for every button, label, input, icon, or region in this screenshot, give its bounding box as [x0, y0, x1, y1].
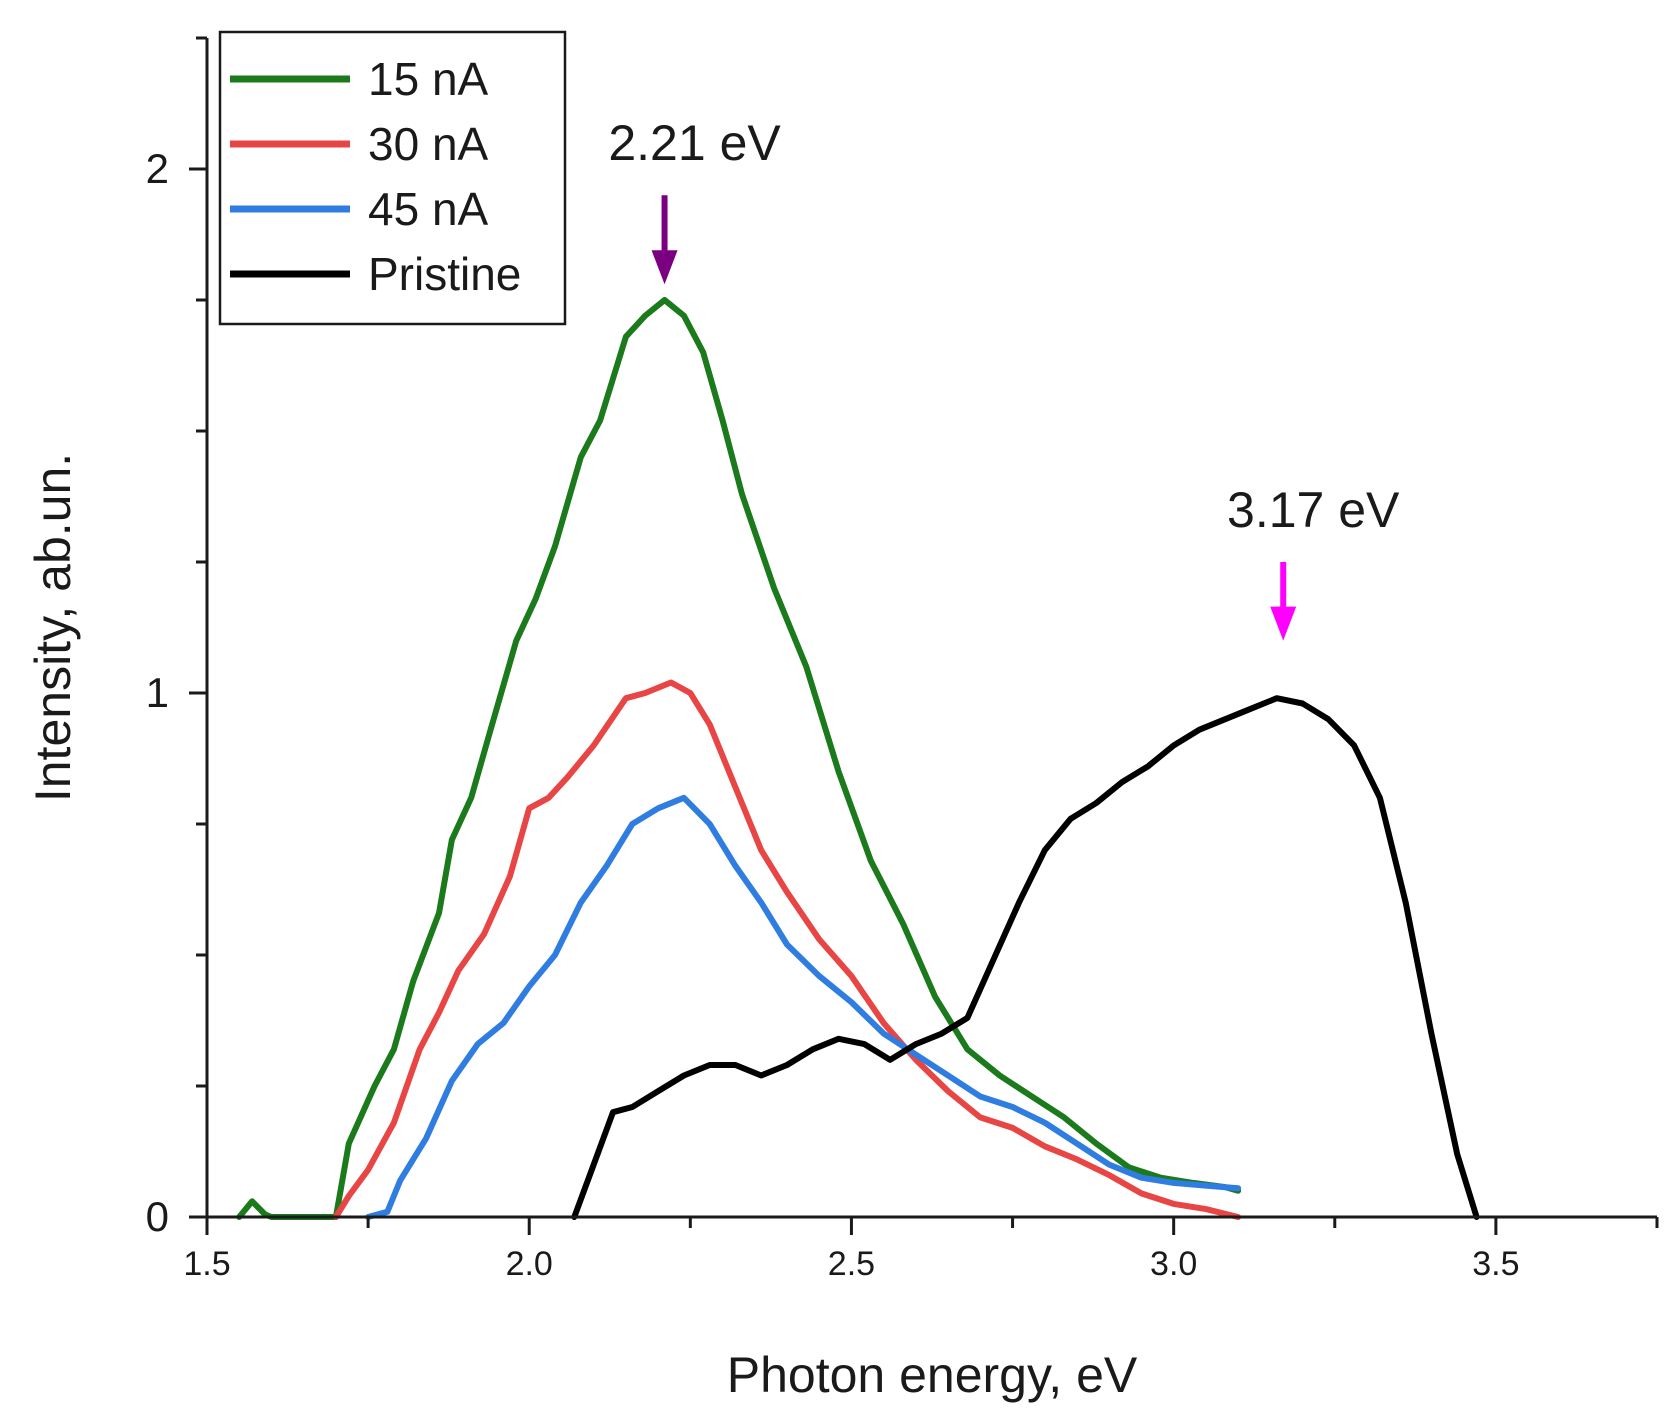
y-tick-label: 0	[146, 1193, 169, 1240]
y-tick-label: 2	[146, 145, 169, 192]
legend: 15 nA 30 nA 45 nA Pristine	[218, 30, 567, 326]
legend-label: Pristine	[368, 248, 521, 300]
x-tick-label: 2.5	[828, 1245, 875, 1283]
x-tick-label: 2.0	[506, 1245, 553, 1283]
legend-label: 15 nA	[368, 53, 489, 105]
x-tick-label: 3.5	[1472, 1245, 1519, 1283]
peak-label: 3.17 eV	[1227, 482, 1400, 538]
y-axis-title: Intensity, ab.un.	[25, 453, 81, 802]
peak-arrowhead	[651, 250, 678, 285]
axes: 1.5 2.0 2.5 3.0 3.5 0 1 2 Photon energy, eV Inten…	[25, 36, 1659, 1403]
series-line-15-na	[236, 297, 1242, 1220]
y-tick-label: 1	[146, 669, 169, 716]
plot-area	[236, 297, 1480, 1220]
peak-label: 2.21 eV	[608, 115, 781, 171]
peak-arrowhead	[1270, 606, 1297, 641]
series-line-30-na	[332, 679, 1242, 1220]
legend-label: 30 nA	[368, 118, 489, 170]
annotations: 2.21 eV 3.17 eV	[608, 115, 1400, 641]
x-tick-label: 1.5	[183, 1245, 230, 1283]
x-axis-title: Photon energy, eV	[727, 1347, 1138, 1403]
legend-label: 45 nA	[368, 183, 489, 235]
series-line-45-na	[365, 794, 1242, 1220]
x-tick-label: 3.0	[1150, 1245, 1197, 1283]
series-line-pristine	[571, 695, 1480, 1220]
